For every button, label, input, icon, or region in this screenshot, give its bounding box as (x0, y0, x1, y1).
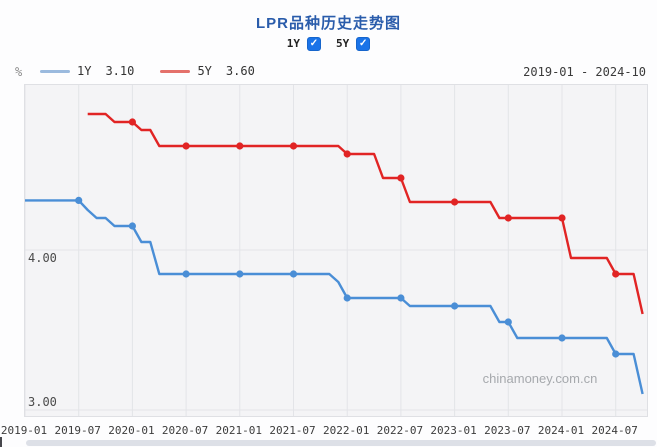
legend-name-5y: 5Y (197, 64, 212, 78)
data-point-marker (236, 270, 244, 278)
x-tick-label: 2022-01 (323, 424, 370, 437)
data-point-marker (128, 222, 136, 230)
data-point-marker (451, 198, 459, 206)
x-tick-label: 2019-07 (54, 424, 101, 437)
x-tick-label: 2020-01 (108, 424, 155, 437)
data-point-marker (343, 294, 351, 302)
x-tick-label: 2024-01 (537, 424, 585, 437)
legend-value-1y: 3.10 (105, 64, 135, 78)
x-tick-label: 2024-07 (591, 424, 638, 437)
data-point-marker (397, 294, 405, 302)
x-tick-label: 2023-01 (430, 424, 477, 437)
series-toggle-row: 1Y 5Y (0, 35, 657, 52)
data-point-marker (504, 214, 512, 222)
date-range-label: 2019-01 - 2024-10 (523, 65, 646, 79)
toggle-group-5y: 5Y (336, 36, 371, 51)
scrollbar-corner (0, 437, 2, 447)
data-point-marker (75, 196, 83, 204)
legend-line-marker-5y (160, 69, 191, 73)
x-tick-label: 2020-07 (161, 424, 209, 437)
checkbox-1y[interactable] (307, 36, 321, 51)
data-point-marker (612, 270, 620, 278)
horizontal-scrollbar (0, 437, 657, 447)
x-tick-label: 2023-07 (484, 424, 531, 437)
toggle-group-1y: 1Y (286, 36, 321, 51)
data-point-marker (182, 270, 190, 278)
data-point-marker (289, 270, 298, 278)
data-point-marker (451, 302, 459, 310)
legend-item-5y: 5Y 3.60 (160, 64, 259, 78)
toggle-label-5y: 5Y (336, 37, 350, 50)
data-point-marker (612, 350, 620, 358)
legend-value-5y: 3.60 (225, 64, 255, 78)
watermark: chinamoney.com.cn (482, 371, 598, 386)
data-point-marker (182, 142, 190, 150)
series-line-5y (87, 112, 644, 315)
data-point-marker (289, 142, 298, 150)
legend-row: % 1Y 3.10 5Y 3.60 2019-01 - 2024-10 (0, 64, 657, 82)
data-point-marker (504, 318, 512, 326)
legend: 1Y 3.10 5Y 3.60 (40, 64, 260, 78)
chart-plot-area[interactable] (24, 84, 648, 417)
data-point-marker (128, 118, 136, 126)
x-axis-labels: 2019-01 2019-07 2020-01 2020-07 2021-01 2021-… (0, 424, 657, 438)
y-tick-label: 3.00 (28, 395, 57, 409)
legend-line-marker-1y (40, 69, 70, 73)
data-point-marker (343, 150, 351, 158)
x-tick-label: 2022-07 (376, 424, 424, 437)
y-axis-unit-label: % (15, 65, 23, 79)
data-point-marker (397, 174, 405, 182)
y-tick-label: 4.00 (28, 251, 57, 265)
page-title: LPR品种历史走势图 (255, 15, 401, 32)
toggle-label-1y: 1Y (286, 37, 300, 50)
data-point-marker (558, 214, 566, 222)
data-point-marker (558, 334, 566, 342)
scrollbar-thumb[interactable] (26, 440, 656, 446)
legend-item-1y: 1Y 3.10 (40, 64, 139, 78)
data-point-marker (236, 142, 244, 150)
x-tick-label: 2021-01 (215, 424, 262, 437)
series-line-1y (25, 199, 644, 395)
chart-svg[interactable] (25, 85, 647, 416)
legend-name-1y: 1Y (77, 64, 92, 78)
x-tick-label: 2021-07 (269, 424, 316, 437)
x-tick-label: 2019-01 (0, 424, 48, 437)
checkbox-5y[interactable] (356, 36, 371, 51)
